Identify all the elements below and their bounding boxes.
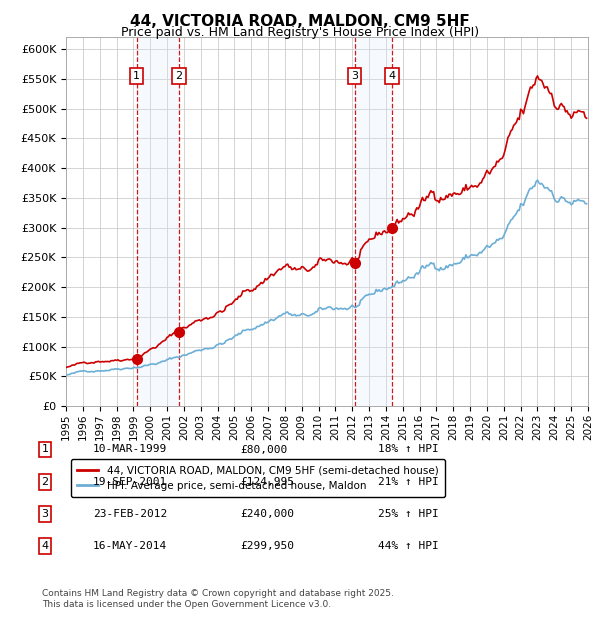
Text: £299,950: £299,950 <box>240 541 294 551</box>
Text: 1: 1 <box>133 71 140 81</box>
Text: Price paid vs. HM Land Registry's House Price Index (HPI): Price paid vs. HM Land Registry's House … <box>121 26 479 39</box>
Text: 2: 2 <box>41 477 49 487</box>
Text: Contains HM Land Registry data © Crown copyright and database right 2025.
This d: Contains HM Land Registry data © Crown c… <box>42 590 394 609</box>
Text: £80,000: £80,000 <box>240 445 287 454</box>
Text: £124,995: £124,995 <box>240 477 294 487</box>
Text: 44, VICTORIA ROAD, MALDON, CM9 5HF: 44, VICTORIA ROAD, MALDON, CM9 5HF <box>130 14 470 29</box>
Text: 1: 1 <box>41 445 49 454</box>
Text: 25% ↑ HPI: 25% ↑ HPI <box>378 509 439 519</box>
Text: 23-FEB-2012: 23-FEB-2012 <box>93 509 167 519</box>
Text: 21% ↑ HPI: 21% ↑ HPI <box>378 477 439 487</box>
Text: 4: 4 <box>41 541 49 551</box>
Legend: 44, VICTORIA ROAD, MALDON, CM9 5HF (semi-detached house), HPI: Average price, se: 44, VICTORIA ROAD, MALDON, CM9 5HF (semi… <box>71 459 445 497</box>
Text: 2: 2 <box>176 71 183 81</box>
Text: 16-MAY-2014: 16-MAY-2014 <box>93 541 167 551</box>
Text: 3: 3 <box>351 71 358 81</box>
Text: 4: 4 <box>389 71 396 81</box>
Bar <box>137 37 179 406</box>
Text: 3: 3 <box>41 509 49 519</box>
Text: 19-SEP-2001: 19-SEP-2001 <box>93 477 167 487</box>
Bar <box>355 37 392 406</box>
Text: 10-MAR-1999: 10-MAR-1999 <box>93 445 167 454</box>
Text: 18% ↑ HPI: 18% ↑ HPI <box>378 445 439 454</box>
Text: 44% ↑ HPI: 44% ↑ HPI <box>378 541 439 551</box>
Text: £240,000: £240,000 <box>240 509 294 519</box>
